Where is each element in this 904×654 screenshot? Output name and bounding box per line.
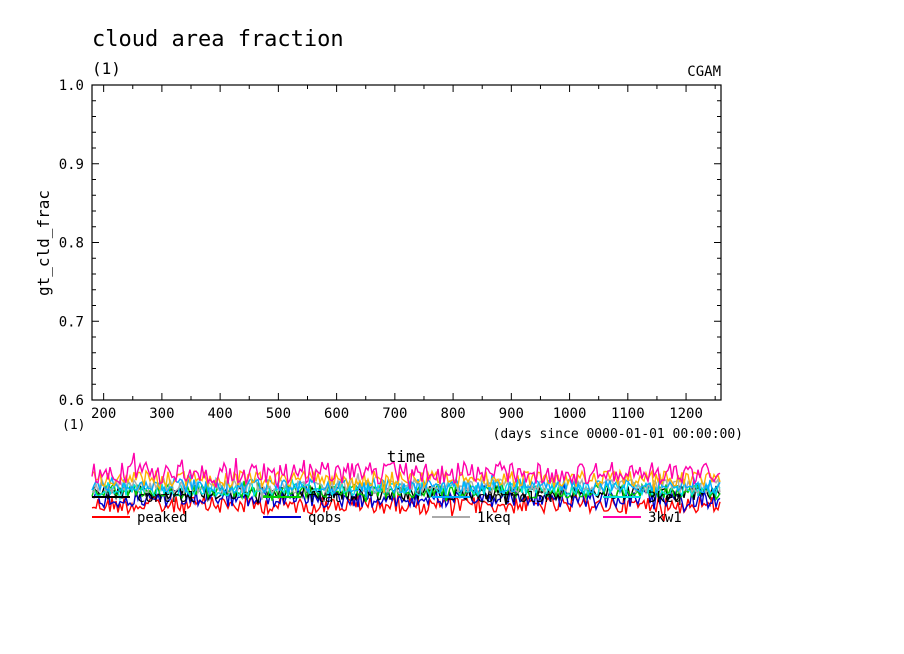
x-tick-label: 1100 bbox=[611, 406, 645, 422]
y-tick-label: 1.0 bbox=[59, 78, 84, 94]
legend: control flat control5n 3keq peaked qobs 1keq 3k… bbox=[92, 490, 682, 526]
legend-label: 1keq bbox=[477, 510, 511, 526]
y-tick-label: 0.8 bbox=[59, 236, 84, 252]
x-axis: 200 300 400 500 600 700 800 900 1000 1100 1200 bbox=[91, 85, 716, 422]
chart-corner-label: CGAM bbox=[687, 64, 721, 80]
legend-label: flat bbox=[308, 490, 342, 506]
series-line bbox=[91, 473, 721, 500]
y-axis: 0.6 0.7 0.8 0.9 1.0 bbox=[59, 78, 721, 409]
legend-label: 3kw1 bbox=[648, 510, 682, 526]
chart-subtitle: (1) bbox=[92, 59, 121, 78]
x-tick-label: 300 bbox=[149, 406, 174, 422]
series-line bbox=[91, 452, 721, 490]
chart-title: cloud area fraction bbox=[92, 27, 344, 52]
y-tick-label: 0.6 bbox=[59, 393, 84, 409]
x-tick-label: 1000 bbox=[553, 406, 587, 422]
x-axis-units: (days since 0000-01-01 00:00:00) bbox=[493, 427, 743, 442]
legend-label: peaked bbox=[137, 510, 188, 526]
x-tick-label: 1200 bbox=[669, 406, 703, 422]
x-tick-label: 200 bbox=[91, 406, 116, 422]
y-tick-label: 0.7 bbox=[59, 314, 84, 330]
legend-label: control bbox=[137, 490, 196, 506]
legend-label: control5n bbox=[477, 490, 553, 506]
y-tick-label: 0.9 bbox=[59, 157, 84, 173]
x-tick-label: 900 bbox=[499, 406, 524, 422]
y-axis-units: (1) bbox=[62, 418, 85, 433]
legend-label: qobs bbox=[308, 510, 342, 526]
series-line bbox=[91, 473, 721, 498]
plot-frame bbox=[91, 84, 722, 401]
x-tick-label: 800 bbox=[440, 406, 465, 422]
x-tick-label: 700 bbox=[382, 406, 407, 422]
series-line bbox=[91, 482, 721, 514]
x-tick-label: 400 bbox=[207, 406, 232, 422]
x-tick-label: 600 bbox=[324, 406, 349, 422]
noise-band bbox=[91, 452, 721, 522]
y-axis-label: gt_cld_frac bbox=[34, 190, 53, 296]
x-tick-label: 500 bbox=[266, 406, 291, 422]
legend-label: 3keq bbox=[648, 490, 682, 506]
x-axis-label: time bbox=[387, 447, 426, 466]
